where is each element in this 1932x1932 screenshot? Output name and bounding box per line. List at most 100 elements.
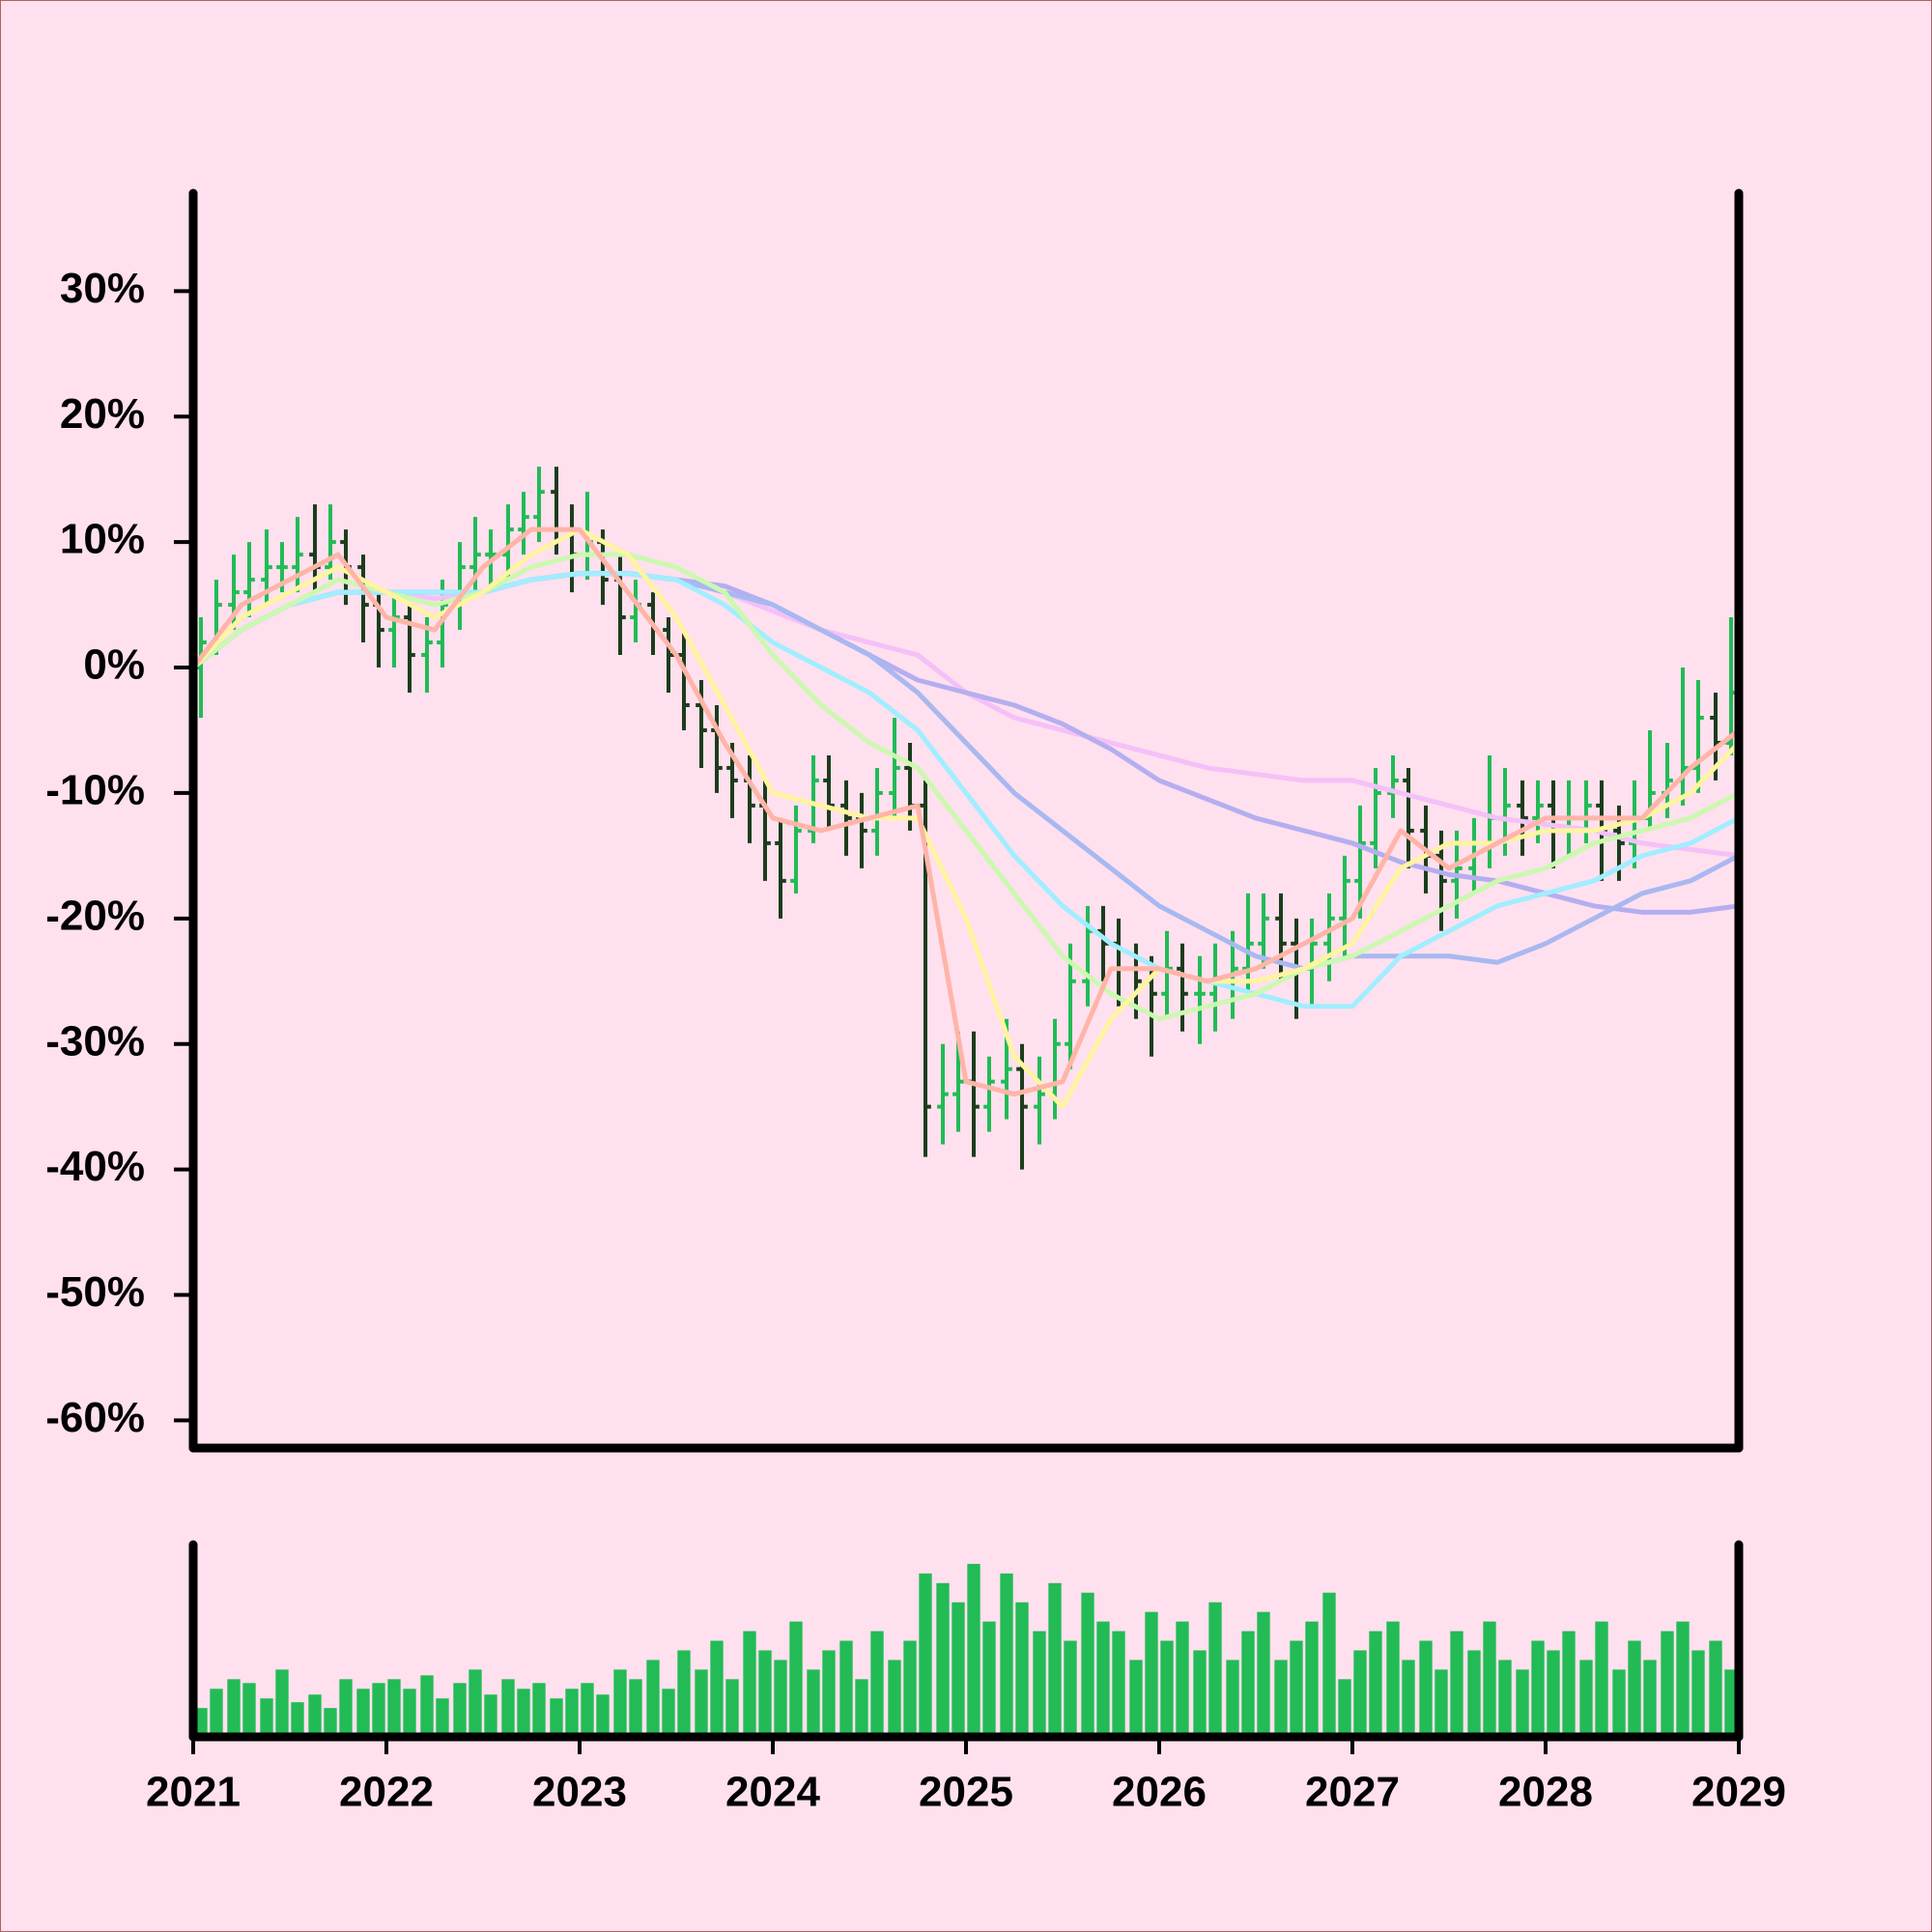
volume-bar bbox=[1579, 1660, 1593, 1737]
volume-bar bbox=[1145, 1611, 1158, 1737]
volume-bar bbox=[596, 1694, 610, 1737]
volume-bar bbox=[1000, 1573, 1013, 1737]
volume-bar bbox=[1628, 1640, 1641, 1737]
volume-bar bbox=[1516, 1669, 1529, 1737]
ohlc-bar bbox=[1339, 855, 1350, 956]
volume-bar bbox=[1112, 1631, 1125, 1737]
volume-bar bbox=[469, 1669, 482, 1737]
y-tick-label: 10% bbox=[60, 516, 145, 563]
x-tick-label: 2027 bbox=[1305, 1769, 1400, 1816]
volume-bar bbox=[1467, 1650, 1481, 1737]
x-tick-label: 2023 bbox=[532, 1769, 627, 1816]
ohlc-bar bbox=[775, 817, 786, 919]
ohlc-bar bbox=[871, 767, 883, 856]
volume-bar bbox=[1498, 1660, 1512, 1737]
volume-bar bbox=[420, 1675, 434, 1737]
x-tick-label: 2026 bbox=[1112, 1769, 1207, 1816]
volume-bar bbox=[629, 1679, 642, 1737]
volume-bar bbox=[1160, 1640, 1174, 1737]
ohlc-bar bbox=[502, 504, 514, 581]
volume-bar bbox=[870, 1631, 884, 1737]
volume-bar bbox=[839, 1640, 853, 1737]
volume-bar bbox=[1241, 1631, 1255, 1737]
ohlc-bar bbox=[696, 680, 707, 768]
volume-bar bbox=[613, 1669, 627, 1737]
y-tick-label: 30% bbox=[60, 265, 145, 312]
volume-bar bbox=[758, 1650, 772, 1737]
volume-bar bbox=[662, 1689, 675, 1737]
y-tick-label: 20% bbox=[60, 390, 145, 438]
volume-bar bbox=[1033, 1631, 1046, 1737]
volume-bar bbox=[532, 1683, 546, 1737]
volume-bar bbox=[1531, 1640, 1545, 1737]
y-tick-label: -60% bbox=[45, 1394, 145, 1441]
ohlc-bar bbox=[983, 1056, 995, 1132]
volume-bar bbox=[1322, 1592, 1336, 1737]
y-tick-label: 0% bbox=[83, 641, 145, 689]
x-tick-label: 2029 bbox=[1691, 1769, 1786, 1816]
volume-bar bbox=[1305, 1621, 1319, 1737]
ohlc-bar bbox=[937, 1043, 949, 1145]
volume-bar bbox=[308, 1694, 322, 1737]
volume-bar bbox=[646, 1660, 660, 1737]
volume-bar bbox=[743, 1631, 756, 1737]
ohlc-bar bbox=[678, 630, 690, 730]
volume-bar bbox=[903, 1640, 917, 1737]
y-tick-label: -40% bbox=[45, 1143, 145, 1190]
volume-bar bbox=[1064, 1640, 1077, 1737]
volume-bar bbox=[227, 1679, 241, 1737]
volume-bar bbox=[194, 1708, 208, 1737]
volume-bar bbox=[1612, 1669, 1626, 1737]
volume-bar bbox=[324, 1708, 337, 1737]
x-tick-label: 2022 bbox=[339, 1769, 434, 1816]
volume-bar bbox=[517, 1689, 530, 1737]
x-tick-label: 2021 bbox=[146, 1769, 241, 1816]
volume-bar bbox=[387, 1679, 401, 1737]
moving-average-line bbox=[190, 526, 1742, 1097]
volume-bar bbox=[1226, 1660, 1239, 1737]
volume-bar bbox=[1015, 1602, 1029, 1737]
volume-bar bbox=[1724, 1669, 1738, 1737]
volume-bar bbox=[1290, 1640, 1303, 1737]
volume-bar bbox=[1193, 1650, 1207, 1737]
volume-bar bbox=[1595, 1621, 1608, 1737]
moving-average-line bbox=[190, 552, 1742, 1022]
volume-bar bbox=[952, 1602, 965, 1737]
volume-bar bbox=[1338, 1679, 1351, 1737]
volume-bar bbox=[1562, 1631, 1576, 1737]
ohlc-bar bbox=[1275, 893, 1287, 981]
volume-bar bbox=[339, 1679, 353, 1737]
volume-bar bbox=[822, 1650, 836, 1737]
x-tick-label: 2025 bbox=[919, 1769, 1013, 1816]
volume-bar bbox=[1081, 1592, 1094, 1737]
volume-bar bbox=[453, 1683, 467, 1737]
volume-bar bbox=[550, 1698, 563, 1737]
volume-bar bbox=[210, 1689, 223, 1737]
volume-bar bbox=[356, 1689, 370, 1737]
volume-bar bbox=[1353, 1650, 1367, 1737]
volume-bar bbox=[1419, 1640, 1433, 1737]
volume-bar bbox=[774, 1660, 787, 1737]
ohlc-bar bbox=[1403, 767, 1414, 868]
ohlc-bar bbox=[840, 780, 852, 856]
volume-bar bbox=[888, 1660, 901, 1737]
volume-bar bbox=[1676, 1621, 1690, 1737]
volume-bar bbox=[1048, 1582, 1062, 1737]
volume-bar bbox=[1274, 1660, 1288, 1737]
volume-bar bbox=[403, 1689, 416, 1737]
x-tick-label: 2028 bbox=[1498, 1769, 1593, 1816]
volume-bar bbox=[1691, 1650, 1705, 1737]
y-tick-label: -10% bbox=[45, 767, 145, 814]
volume-bar bbox=[484, 1694, 497, 1737]
ohlc-bar bbox=[790, 805, 802, 894]
volume-bar bbox=[789, 1621, 803, 1737]
volume-bar bbox=[807, 1669, 820, 1737]
volume-bar bbox=[581, 1683, 594, 1737]
volume-bar bbox=[695, 1669, 708, 1737]
volume-bar bbox=[1257, 1611, 1270, 1737]
ohlc-bar bbox=[889, 717, 900, 818]
volume-bar bbox=[436, 1698, 449, 1737]
ohlc-bar bbox=[518, 492, 529, 555]
